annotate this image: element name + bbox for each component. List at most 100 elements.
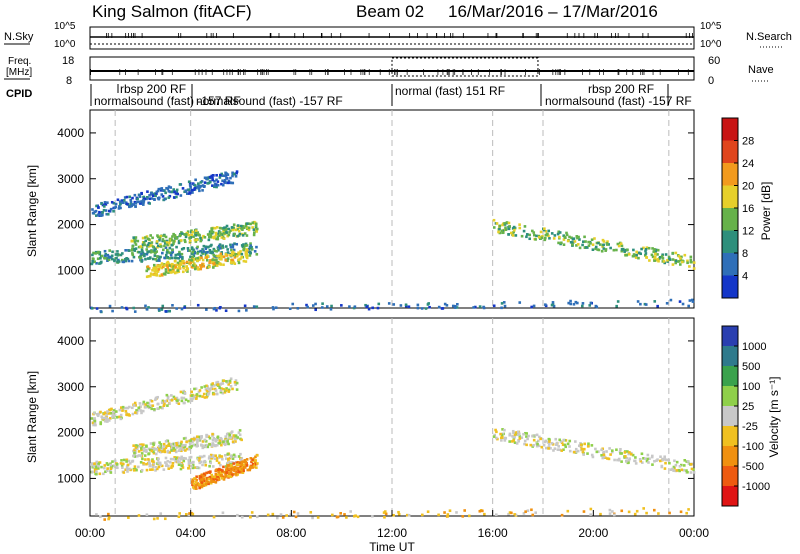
heatmap-cell <box>518 223 521 226</box>
heatmap-cell <box>224 457 228 460</box>
heatmap-cell <box>140 448 143 452</box>
heatmap-cell <box>177 264 181 268</box>
heatmap-cell <box>107 412 111 415</box>
heatmap-cell <box>272 307 275 311</box>
heatmap-cell <box>141 236 145 240</box>
heatmap-cell <box>139 447 143 450</box>
heatmap-cell <box>555 441 559 445</box>
heatmap-cell <box>634 256 638 259</box>
y-tick-label: 1000 <box>57 471 84 485</box>
heatmap-cell <box>169 271 173 274</box>
nsky-tick-bottom: 10^0 <box>54 39 76 50</box>
heatmap-cell <box>168 251 172 255</box>
heatmap-cell <box>224 226 227 229</box>
heatmap-cell <box>645 511 648 515</box>
colorbar-swatch <box>722 275 738 299</box>
heatmap-cell <box>184 235 188 239</box>
heatmap-cell <box>144 448 148 452</box>
heatmap-cell <box>222 232 226 235</box>
heatmap-cell <box>330 304 333 308</box>
heatmap-cell <box>107 209 111 213</box>
heatmap-cell <box>511 429 515 433</box>
heatmap-cell <box>548 438 551 441</box>
heatmap-cell <box>571 243 574 246</box>
heatmap-cell <box>128 205 131 209</box>
heatmap-cell <box>124 406 128 410</box>
heatmap-cell <box>179 194 183 197</box>
cpid-entry-6: normalsound (fast) -157 RF <box>545 94 692 108</box>
heatmap-cell <box>119 413 123 417</box>
heatmap-cell <box>314 302 317 306</box>
heatmap-cell <box>586 452 589 455</box>
heatmap-cell <box>159 235 162 238</box>
heatmap-cell <box>468 514 471 518</box>
heatmap-cell <box>173 444 177 448</box>
heatmap-cell <box>160 262 164 265</box>
heatmap-cell <box>692 267 696 270</box>
heatmap-cell <box>111 250 114 254</box>
heatmap-cell <box>500 306 503 310</box>
heatmap-cell <box>131 412 135 416</box>
heatmap-cell <box>128 467 131 471</box>
heatmap-cell <box>274 306 278 310</box>
heatmap-cell <box>331 513 334 517</box>
heatmap-cell <box>193 443 197 447</box>
heatmap-cell <box>575 244 578 247</box>
heatmap-cell <box>566 239 570 243</box>
heatmap-cell <box>231 387 234 391</box>
heatmap-cell <box>204 253 208 256</box>
heatmap-cell <box>611 449 614 452</box>
heatmap-cell <box>587 244 591 247</box>
heatmap-cell <box>657 512 660 515</box>
heatmap-cell <box>205 479 208 483</box>
heatmap-cell <box>241 471 245 474</box>
heatmap-cell <box>579 443 583 447</box>
heatmap-cell <box>141 457 144 461</box>
heatmap-cell <box>354 514 357 518</box>
heatmap-cell <box>522 432 525 436</box>
heatmap-cell <box>654 248 658 252</box>
heatmap-cell <box>170 265 174 269</box>
heatmap-cell <box>216 254 219 258</box>
heatmap-cell <box>590 453 594 457</box>
heatmap-cell <box>211 443 214 447</box>
beam-label: Beam 02 <box>356 2 424 21</box>
heatmap-cell <box>666 260 669 263</box>
heatmap-cell <box>234 466 238 470</box>
heatmap-cell <box>421 513 424 517</box>
heatmap-cell <box>203 438 207 442</box>
heatmap-cell <box>196 482 200 485</box>
heatmap-cell <box>159 512 163 515</box>
heatmap-cell <box>352 306 356 310</box>
heatmap-cell <box>562 238 566 241</box>
heatmap-cell <box>193 477 196 480</box>
heatmap-cell <box>508 225 511 228</box>
heatmap-cell <box>199 264 202 267</box>
heatmap-cell <box>544 230 548 233</box>
heatmap-cell <box>95 460 99 464</box>
heatmap-cell <box>240 515 244 519</box>
heatmap-cell <box>254 222 258 226</box>
colorbar-swatch <box>722 366 738 387</box>
heatmap-cell <box>656 253 659 256</box>
heatmap-cell <box>216 473 220 477</box>
heatmap-cell <box>201 262 204 266</box>
heatmap-cell <box>131 196 134 200</box>
heatmap-cell <box>383 515 386 519</box>
heatmap-cell <box>153 270 157 273</box>
heatmap-cell <box>215 173 218 177</box>
heatmap-cell <box>305 303 308 307</box>
heatmap-cell <box>583 246 587 249</box>
heatmap-cell <box>689 260 693 264</box>
heatmap-cell <box>156 395 159 399</box>
heatmap-cell <box>189 441 192 445</box>
heatmap-cell <box>205 471 208 475</box>
heatmap-cell <box>225 442 228 445</box>
heatmap-cell <box>231 457 235 460</box>
heatmap-cell <box>214 473 218 477</box>
heatmap-cell <box>237 309 241 313</box>
heatmap-cell <box>557 445 560 448</box>
heatmap-cell <box>207 392 211 395</box>
heatmap-cell <box>125 195 129 199</box>
